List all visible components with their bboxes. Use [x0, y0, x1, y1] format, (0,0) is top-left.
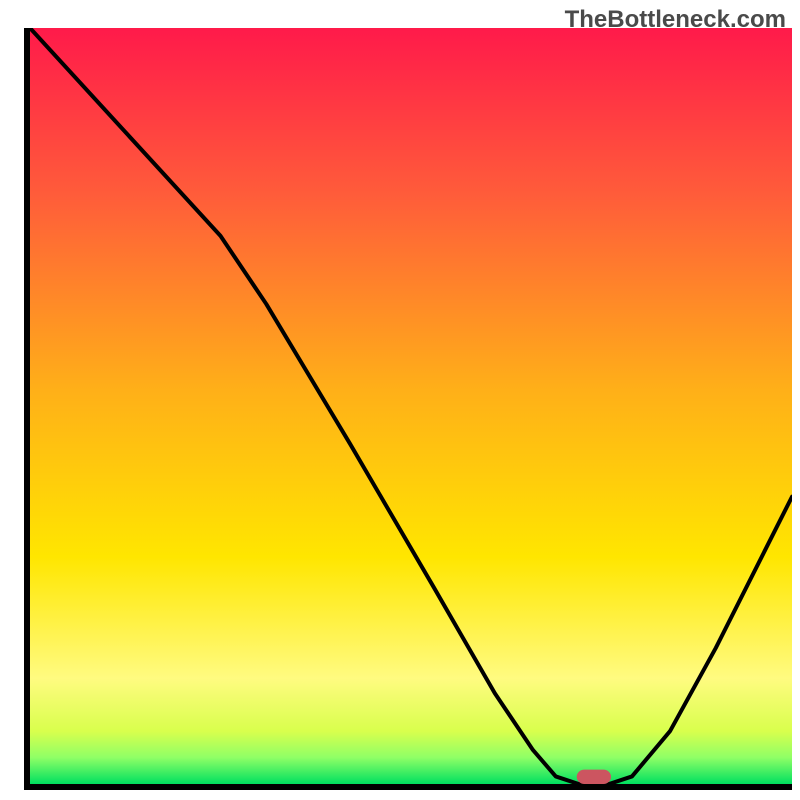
- plot-area: [24, 28, 792, 790]
- chart-container: TheBottleneck.com: [0, 0, 800, 800]
- optimal-marker: [577, 770, 611, 784]
- gradient-background: [30, 28, 792, 784]
- plot-svg: [24, 28, 792, 790]
